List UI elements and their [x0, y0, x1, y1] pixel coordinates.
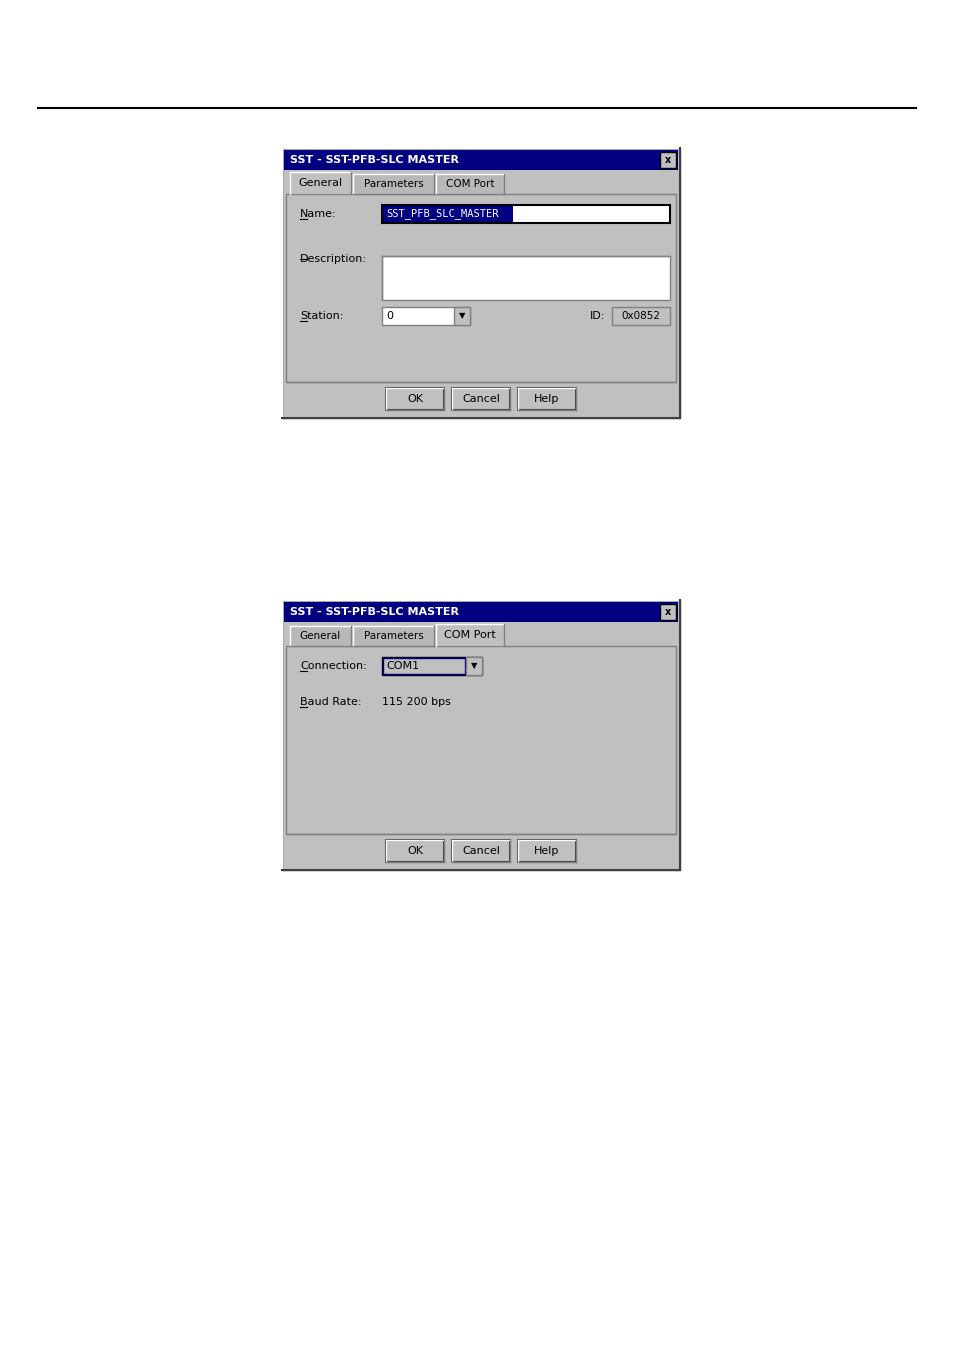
Text: COM1: COM1: [386, 661, 418, 671]
Bar: [517, 388, 576, 409]
Text: SST_PFB_SLC_MASTER: SST_PFB_SLC_MASTER: [386, 208, 498, 219]
Text: Connection:: Connection:: [299, 661, 366, 671]
Bar: [452, 840, 510, 862]
Bar: [381, 307, 470, 326]
Text: SST - SST-PFB-SLC MASTER: SST - SST-PFB-SLC MASTER: [290, 607, 458, 617]
Bar: [284, 624, 678, 646]
Bar: [454, 307, 470, 326]
Text: Name:: Name:: [299, 209, 336, 219]
Text: x: x: [664, 607, 670, 617]
Bar: [382, 658, 464, 674]
Bar: [284, 603, 678, 621]
Text: Station:: Station:: [299, 311, 343, 322]
Bar: [353, 174, 434, 195]
Text: 115 200 bps: 115 200 bps: [381, 697, 451, 707]
Text: General: General: [298, 178, 342, 188]
Bar: [282, 600, 679, 870]
Bar: [659, 604, 676, 620]
Text: Cancel: Cancel: [461, 394, 499, 404]
Text: General: General: [299, 631, 341, 640]
Bar: [381, 255, 669, 300]
Text: Parameters: Parameters: [363, 631, 423, 640]
Text: COM Port: COM Port: [444, 630, 496, 640]
Bar: [290, 626, 351, 646]
Bar: [290, 172, 351, 195]
Bar: [465, 657, 481, 676]
Bar: [282, 149, 679, 417]
Text: Cancel: Cancel: [461, 846, 499, 857]
Bar: [382, 205, 513, 222]
Text: x: x: [664, 155, 670, 165]
Text: 0x0852: 0x0852: [620, 311, 659, 322]
Text: Parameters: Parameters: [363, 178, 423, 189]
Bar: [659, 153, 676, 168]
Bar: [284, 150, 678, 170]
Text: ▼: ▼: [470, 662, 476, 670]
Text: ▼: ▼: [458, 312, 465, 320]
Bar: [436, 624, 503, 646]
Bar: [381, 205, 669, 223]
Bar: [386, 840, 443, 862]
Bar: [612, 307, 669, 326]
Text: 0: 0: [386, 311, 393, 322]
Bar: [452, 388, 510, 409]
Bar: [284, 172, 678, 195]
Bar: [386, 388, 443, 409]
Bar: [436, 174, 503, 195]
Text: OK: OK: [407, 846, 422, 857]
Text: OK: OK: [407, 394, 422, 404]
Text: COM Port: COM Port: [445, 178, 494, 189]
Bar: [286, 195, 676, 382]
Bar: [381, 657, 481, 676]
Text: ID:: ID:: [589, 311, 605, 322]
Text: SST - SST-PFB-SLC MASTER: SST - SST-PFB-SLC MASTER: [290, 155, 458, 165]
Bar: [286, 646, 676, 834]
Bar: [517, 840, 576, 862]
Bar: [353, 626, 434, 646]
Text: Help: Help: [534, 394, 559, 404]
Text: Baud Rate:: Baud Rate:: [299, 697, 361, 707]
Text: Description:: Description:: [299, 254, 367, 263]
Text: Help: Help: [534, 846, 559, 857]
